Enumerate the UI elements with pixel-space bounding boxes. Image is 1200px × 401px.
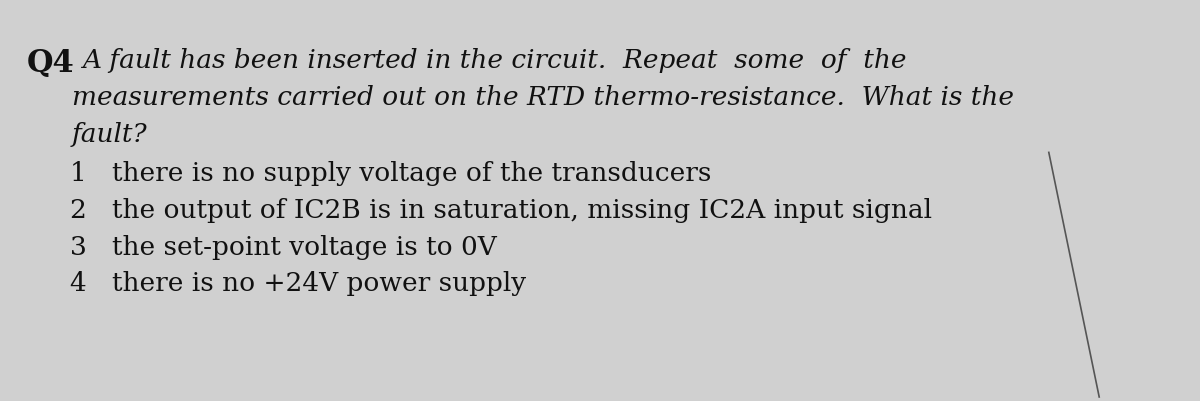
Text: the output of IC2B is in saturation, missing IC2A input signal: the output of IC2B is in saturation, mis… bbox=[112, 198, 931, 223]
Text: measurements carried out on the RTD thermo-resistance.  What is the: measurements carried out on the RTD ther… bbox=[72, 85, 1014, 110]
Text: 1: 1 bbox=[70, 161, 86, 186]
Text: 2: 2 bbox=[70, 198, 86, 223]
Text: A fault has been inserted in the circuit.  Repeat  some  of  the: A fault has been inserted in the circuit… bbox=[82, 48, 906, 73]
Text: fault?: fault? bbox=[72, 122, 148, 147]
Text: 4: 4 bbox=[70, 271, 86, 296]
Text: the set-point voltage is to 0V: the set-point voltage is to 0V bbox=[112, 235, 497, 259]
Text: 3: 3 bbox=[70, 235, 86, 259]
Text: Q4: Q4 bbox=[26, 48, 74, 79]
Text: there is no +24V power supply: there is no +24V power supply bbox=[112, 271, 526, 296]
Text: there is no supply voltage of the transducers: there is no supply voltage of the transd… bbox=[112, 161, 710, 186]
